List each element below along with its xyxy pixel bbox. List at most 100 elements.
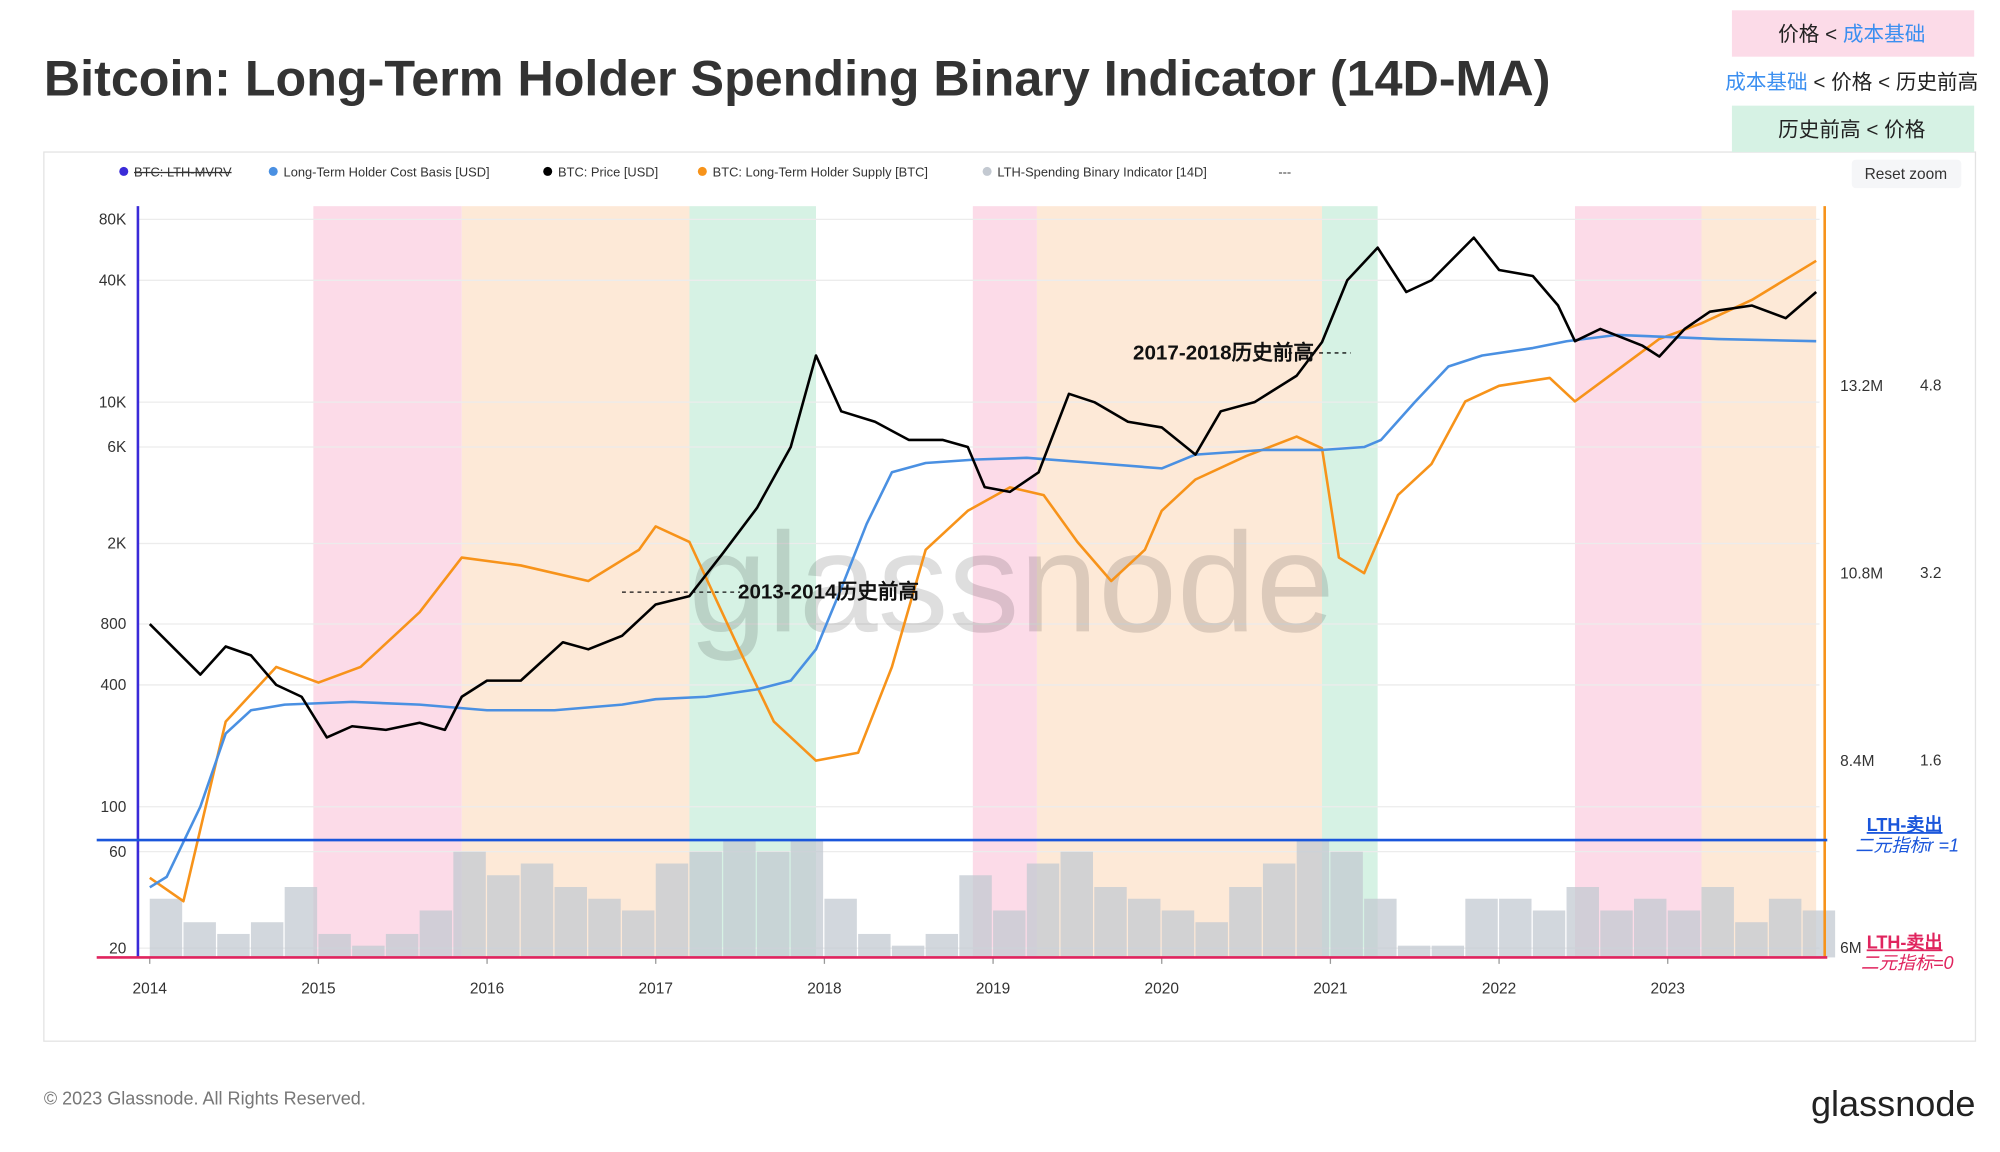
indicator-bar [1532,910,1566,958]
indicator-bar [1296,840,1330,958]
y2-tick-label: 13.2M [1840,378,1883,395]
indicator-bar [1768,898,1802,958]
legend-box-part: 成本基础 [1843,23,1925,46]
x-tick-label: 2023 [1651,981,1685,998]
indicator-bar [1431,945,1465,958]
watermark: glassnode [689,504,1335,662]
indicator-bar [1161,910,1195,958]
region-band [972,206,1037,958]
indicator-bar [183,922,216,958]
legend-box-part: < 价格 < 历史前高 [1808,71,1979,94]
indicator-bar [1262,863,1296,958]
legend-marker [697,166,707,176]
indicator-bar [318,933,351,958]
indicator-bar [959,875,992,958]
indicator-bar [1397,945,1431,958]
indicator-bar [993,910,1026,958]
series-line [149,333,1817,889]
region-band [689,206,816,958]
legend-label: Long-Term Holder Cost Basis [USD] [284,165,490,180]
y-tick-label: 10K [99,394,127,411]
legend-box-text: 历史前高 < 价格 [1778,119,1926,142]
indicator-bar [1229,886,1262,958]
indicator-bar [824,898,857,958]
indicator-bar [487,875,520,958]
x-tick-label: 2021 [1313,981,1347,998]
legend-box [1731,57,1975,105]
y-tick-label: 400 [101,677,127,694]
indicator-bar [250,922,284,958]
y3-tick-label: 1.6 [1920,753,1941,770]
x-tick-label: 2022 [1482,981,1516,998]
y-tick-label: 60 [109,844,126,861]
legend-marker [982,166,992,176]
series-line [149,259,1817,903]
y-tick-label: 80K [99,212,127,229]
indicator-bar [1701,886,1734,958]
indicator-bar [1364,898,1397,958]
x-tick-label: 2015 [301,981,335,998]
y2-tick-label: 6M [1840,940,1861,957]
legend-box-text: 成本基础 < 价格 < 历史前高 [1725,71,1978,94]
legend-box-text: 价格 < 成本基础 [1778,23,1925,46]
series-line [148,236,1818,739]
indicator-bar [1128,898,1161,958]
indicator-bar [1330,851,1363,958]
indicator-bar [1802,910,1836,958]
y2-tick-label: 8.4M [1840,753,1874,770]
legend-marker [543,166,553,176]
indicator-bar [385,933,419,958]
reset-zoom-button[interactable] [1851,159,1962,189]
legend-box-part: 成本基础 [1725,71,1807,94]
indicator-bar [622,910,655,958]
logo: glassnode [1811,1083,1975,1124]
indicator-bar [1499,898,1532,958]
chart-title: Bitcoin: Long-Term Holder Spending Binar… [44,50,1551,106]
indicator-bar [689,851,722,958]
x-tick-label: 2014 [133,981,168,998]
indicator-bar [1026,863,1060,958]
x-tick-label: 2017 [639,981,673,998]
y-tick-label: 2K [107,536,127,553]
legend-label: BTC: Long-Term Holder Supply [BTC] [713,165,928,180]
legend-box [1731,10,1975,57]
reference-label: 二元指标=0 [1861,953,1954,973]
reset-zoom-label[interactable]: Reset zoom [1865,166,1947,183]
indicator-bar [149,898,183,958]
indicator-bar [891,945,925,958]
indicator-bar [352,945,385,958]
region-band [313,206,462,958]
y-tick-label: 100 [101,799,127,816]
indicator-bar [1600,910,1633,958]
region-band [1036,206,1322,958]
annotation-text: 2013-2014历史前高 [738,580,919,604]
reference-label: LTH-卖出 [1867,931,1943,952]
y-tick-label: 20 [109,940,126,957]
indicator-bar [1195,922,1228,958]
x-tick-label: 2016 [470,981,504,998]
indicator-bar [520,863,554,958]
indicator-bar [588,898,621,958]
x-tick-label: 2020 [1145,981,1179,998]
indicator-bar [453,851,486,958]
region-band [1321,206,1378,958]
y2-tick-label: 10.8M [1840,565,1883,582]
indicator-bar [419,910,453,958]
region-band [1574,206,1702,958]
legend-box-part: 价格 < [1778,23,1843,46]
indicator-bar [1060,851,1093,958]
reference-label: 二元指标r =1 [1855,836,1959,856]
indicator-bar [756,851,790,958]
legend-label: LTH-Spending Binary Indicator [14D] [997,165,1206,180]
legend-marker [119,166,129,176]
indicator-bar [1566,886,1599,958]
indicator-bar [655,863,689,958]
indicator-bar [1465,898,1498,958]
indicator-bar [925,933,959,958]
x-tick-label: 2018 [807,981,841,998]
region-band [1701,206,1817,958]
indicator-bar [554,886,587,958]
indicator-bar [284,886,318,958]
